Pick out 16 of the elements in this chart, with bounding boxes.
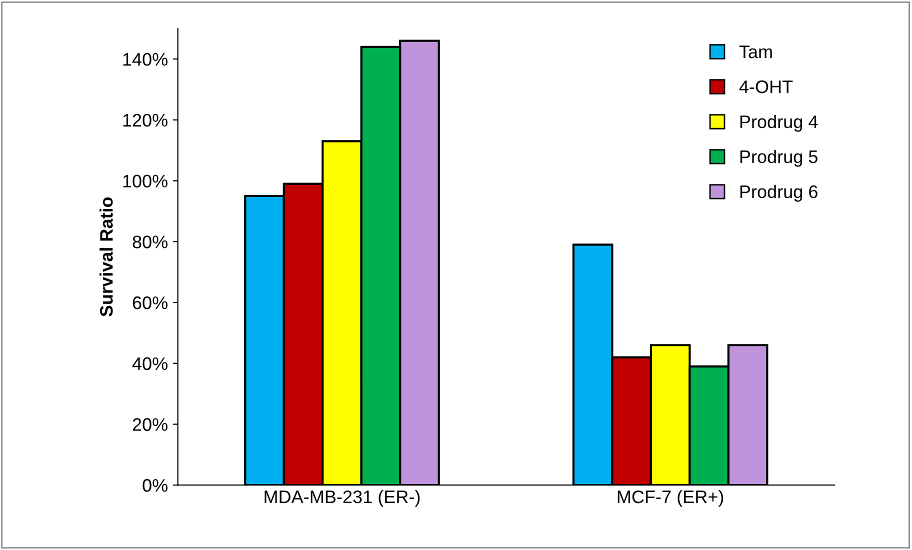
y-tick-label: 100% (123, 174, 168, 188)
y-tick-label: 120% (123, 114, 168, 127)
x-tick-label: MDA-MB-231 (ER-) (264, 490, 420, 507)
legend-label: Prodrug 5 (740, 150, 818, 167)
y-tick-label: 60% (132, 296, 168, 310)
y-tick-label: 140% (123, 52, 168, 66)
legend-label: Tam (739, 46, 772, 58)
legend-label: 4-OHT (739, 80, 793, 94)
x-tick-label: MCF-7 (ER+) (618, 490, 724, 507)
y-axis-title: Survival Ratio (100, 197, 113, 317)
y-tick-label: 20% (132, 418, 168, 431)
y-tick-label: 40% (132, 357, 168, 370)
y-tick-label: 0% (142, 479, 168, 492)
legend-label: Prodrug 6 (740, 184, 818, 202)
y-tick-label: 80% (132, 236, 168, 248)
legend-label: Prodrug 4 (740, 114, 818, 132)
